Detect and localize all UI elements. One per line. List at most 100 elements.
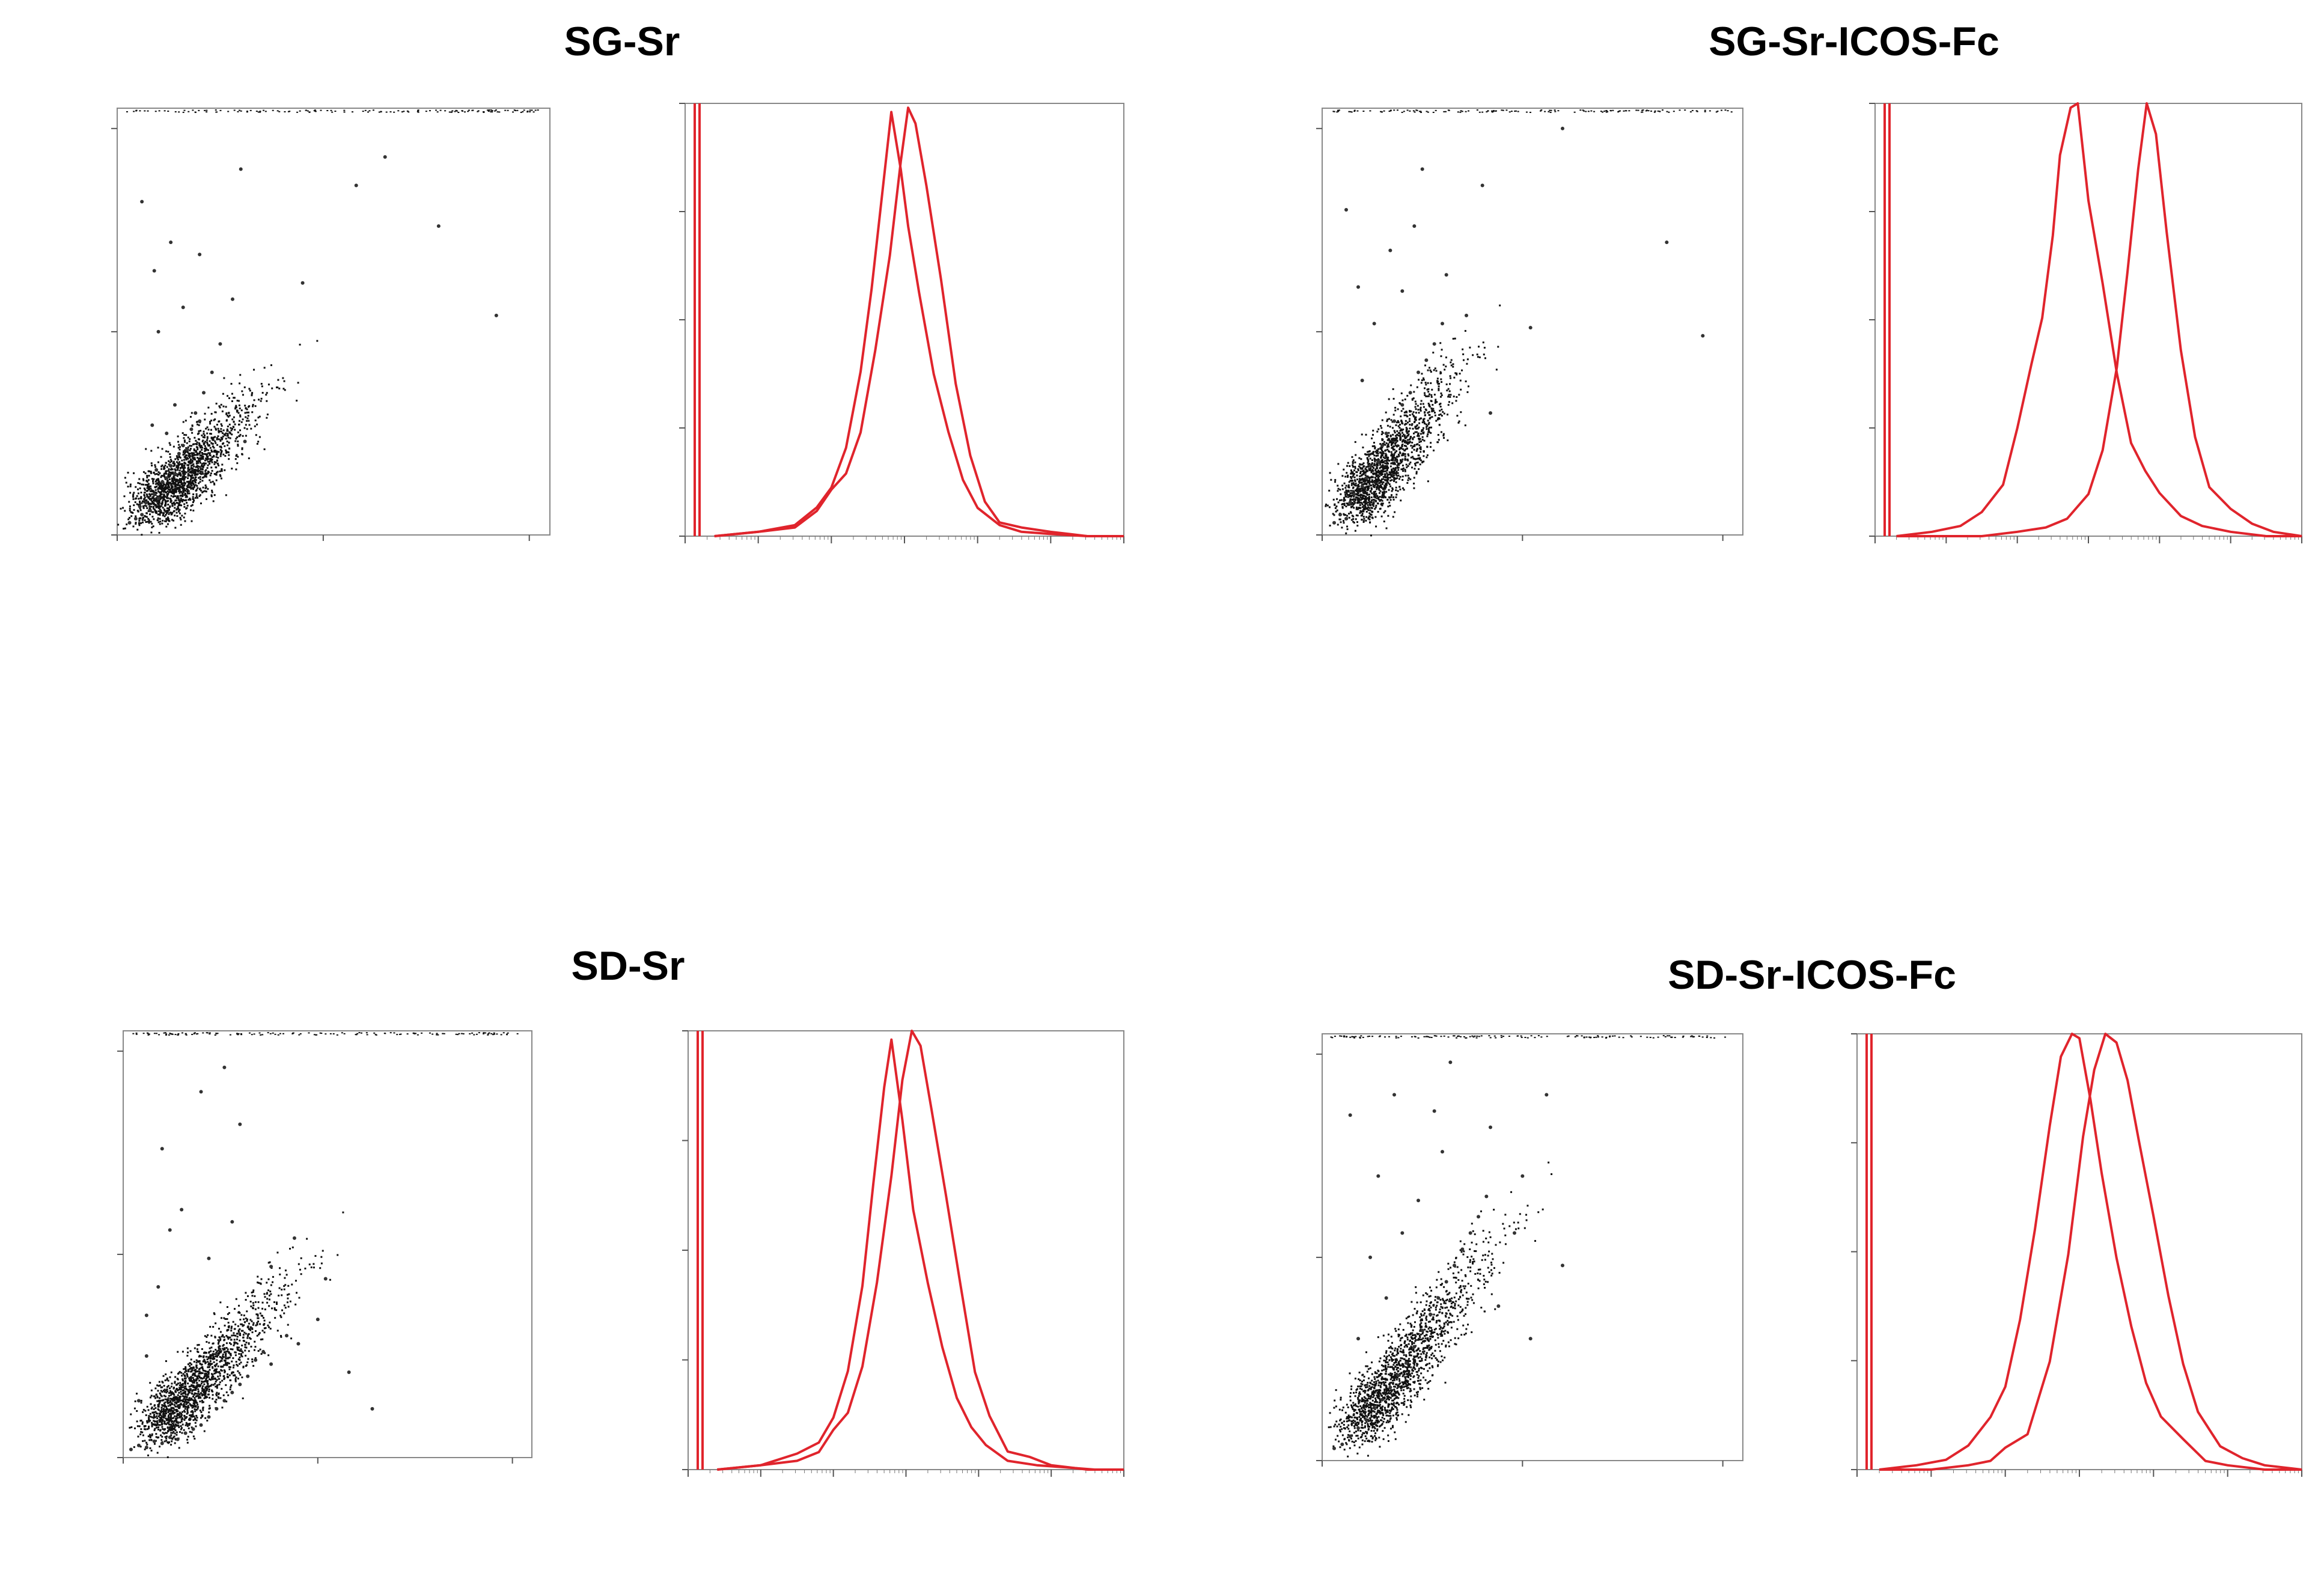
event-dot xyxy=(225,1400,228,1403)
event-dot xyxy=(174,458,177,460)
event-dot xyxy=(1391,421,1394,423)
event-dot xyxy=(241,448,243,450)
event-dot xyxy=(237,1370,239,1372)
saturated-event-dot xyxy=(372,109,374,111)
event-dot xyxy=(250,427,252,430)
event-dot xyxy=(228,1352,230,1354)
saturated-event-dot xyxy=(249,109,252,111)
event-dot xyxy=(186,1375,189,1378)
event-dot xyxy=(127,471,129,474)
event-dot xyxy=(1409,461,1412,463)
event-dot xyxy=(1417,427,1419,430)
event-dot xyxy=(133,472,135,474)
event-dot xyxy=(1368,463,1371,465)
event-dot xyxy=(1371,433,1374,436)
event-dot xyxy=(1417,409,1420,411)
event-dot xyxy=(238,1304,240,1307)
event-dot xyxy=(224,1371,226,1373)
event-dot xyxy=(150,1408,153,1410)
event-dot xyxy=(1415,471,1418,473)
event-dot xyxy=(225,494,227,496)
event-dot xyxy=(233,421,235,423)
event-dot xyxy=(173,477,175,480)
event-dot xyxy=(216,437,218,439)
event-dot xyxy=(1367,518,1370,520)
event-dot xyxy=(1401,422,1403,424)
event-dot xyxy=(1429,393,1431,396)
event-dot xyxy=(240,1330,243,1332)
event-dot xyxy=(228,441,230,444)
event-dot xyxy=(1373,454,1376,457)
event-dot xyxy=(166,1427,169,1429)
event-dot xyxy=(126,523,128,525)
event-dot xyxy=(1388,441,1391,444)
event-dot xyxy=(212,439,215,441)
event-dot xyxy=(207,452,210,454)
event-dot xyxy=(196,465,198,467)
event-dot xyxy=(166,509,169,512)
event-dot xyxy=(175,1438,177,1441)
event-dot xyxy=(1347,496,1349,498)
event-dot xyxy=(169,1397,172,1400)
event-dot xyxy=(1380,470,1382,472)
event-dot xyxy=(184,449,186,451)
event-dot xyxy=(1416,424,1418,426)
event-dot xyxy=(153,498,156,500)
scatter-point xyxy=(210,370,214,374)
event-dot xyxy=(170,495,172,497)
event-dot xyxy=(236,436,239,439)
event-dot xyxy=(171,1425,173,1427)
event-dot xyxy=(201,1380,203,1382)
event-dot xyxy=(192,1413,194,1416)
event-dot xyxy=(1421,460,1424,463)
event-dot xyxy=(1453,396,1455,398)
event-dot xyxy=(163,1402,165,1405)
event-dot xyxy=(170,487,172,489)
event-dot xyxy=(187,446,189,448)
event-dot xyxy=(1425,395,1427,397)
event-dot xyxy=(160,1411,162,1414)
event-dot xyxy=(193,469,195,471)
event-dot xyxy=(1348,486,1350,489)
event-dot xyxy=(1393,430,1395,432)
event-dot xyxy=(197,462,200,464)
event-dot xyxy=(206,1389,208,1391)
event-dot xyxy=(284,1284,287,1286)
event-dot xyxy=(1341,505,1344,508)
event-dot xyxy=(150,505,153,508)
event-dot xyxy=(1392,474,1395,477)
event-dot xyxy=(191,520,193,522)
saturated-event-dot xyxy=(314,110,317,112)
event-dot xyxy=(1392,516,1394,518)
event-dot xyxy=(165,1419,168,1422)
event-dot xyxy=(242,1336,245,1339)
event-dot xyxy=(218,1378,221,1380)
event-dot xyxy=(167,503,169,505)
event-dot xyxy=(151,526,153,528)
event-dot xyxy=(163,466,165,468)
saturated-event-dot xyxy=(1353,111,1356,112)
event-dot xyxy=(236,1346,239,1349)
event-dot xyxy=(1401,478,1404,481)
event-dot xyxy=(1407,474,1409,477)
event-dot xyxy=(1371,465,1374,468)
event-dot xyxy=(192,1395,195,1397)
event-dot xyxy=(213,1372,216,1375)
event-dot xyxy=(196,441,198,444)
event-dot xyxy=(1382,502,1384,505)
event-dot xyxy=(210,495,213,498)
event-dot xyxy=(177,447,180,449)
event-dot xyxy=(230,1354,232,1357)
event-dot xyxy=(226,440,228,442)
event-dot xyxy=(177,482,180,484)
event-dot xyxy=(205,1388,207,1391)
event-dot xyxy=(167,450,169,453)
event-dot xyxy=(228,1342,231,1344)
saturated-event-dot xyxy=(334,111,337,112)
event-dot xyxy=(198,1361,200,1363)
scatter-point xyxy=(1348,500,1352,504)
event-dot xyxy=(168,471,171,474)
event-dot xyxy=(1329,524,1331,527)
event-dot xyxy=(265,394,267,396)
event-dot xyxy=(1477,356,1479,358)
